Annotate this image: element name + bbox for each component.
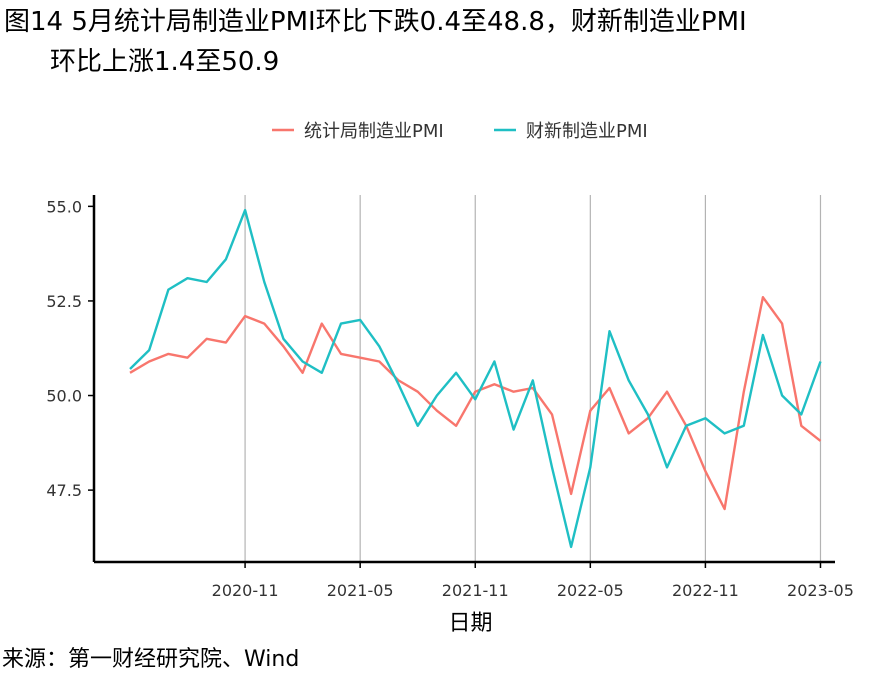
- axes: [92, 195, 835, 564]
- x-axis-title: 日期: [448, 611, 492, 636]
- chart-title: 图14 5月统计局制造业PMI环比下跌0.4至48.8，财新制造业PMI 环比上…: [4, 2, 747, 82]
- y-tick-label: 55.0: [46, 197, 82, 216]
- legend-label-caixin-pmi: 财新制造业PMI: [526, 121, 648, 142]
- chart-title-line-1: 图14 5月统计局制造业PMI环比下跌0.4至48.8，财新制造业PMI: [4, 7, 747, 37]
- tick-labels: 47.5 50.0 52.5 55.0 2020-11 2021-05 2021-11 202…: [46, 197, 854, 600]
- x-tick-label: 2023-05: [787, 581, 854, 600]
- legend-label-nbs-pmi: 统计局制造业PMI: [304, 121, 444, 142]
- y-tick-label: 47.5: [46, 481, 82, 500]
- series-lines: [129, 208, 822, 549]
- x-tick-label: 2022-05: [557, 581, 624, 600]
- source-note: 来源：第一财经研究院、Wind: [2, 647, 300, 672]
- series-line-caixin-pmi: [129, 208, 822, 549]
- series-line-nbs-pmi: [129, 296, 822, 511]
- y-tick-label: 52.5: [46, 292, 82, 311]
- x-tick-label: 2021-05: [327, 581, 394, 600]
- x-tick-label: 2021-11: [442, 581, 509, 600]
- x-tick-label: 2022-11: [672, 581, 739, 600]
- y-tick-label: 50.0: [46, 387, 82, 406]
- legend: 统计局制造业PMI 财新制造业PMI: [272, 121, 648, 142]
- grid-lines: [244, 195, 822, 562]
- chart-title-line-2: 环比上涨1.4至50.9: [50, 47, 280, 77]
- x-tick-label: 2020-11: [212, 581, 279, 600]
